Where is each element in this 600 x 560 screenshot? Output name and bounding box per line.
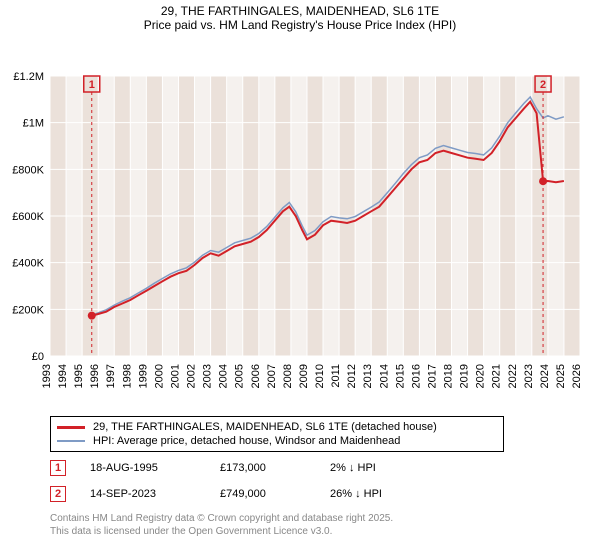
svg-text:1999: 1999: [137, 364, 149, 388]
event-marker-1: 1: [50, 460, 66, 476]
footer-line2: This data is licensed under the Open Gov…: [50, 525, 600, 538]
svg-text:£800K: £800K: [12, 164, 44, 176]
svg-text:2014: 2014: [378, 364, 390, 388]
legend: 29, THE FARTHINGALES, MAIDENHEAD, SL6 1T…: [50, 416, 504, 452]
svg-text:1998: 1998: [121, 364, 133, 388]
svg-text:2008: 2008: [282, 364, 294, 388]
footer-line1: Contains HM Land Registry data © Crown c…: [50, 512, 600, 525]
title-line1: 29, THE FARTHINGALES, MAIDENHEAD, SL6 1T…: [0, 4, 600, 18]
events-table: 1 18-AUG-1995 £173,000 2% ↓ HPI 2 14-SEP…: [50, 460, 600, 502]
event-diff: 26% ↓ HPI: [330, 488, 430, 500]
svg-text:£600K: £600K: [12, 211, 44, 223]
event-price: £749,000: [220, 488, 330, 500]
svg-text:1994: 1994: [57, 364, 69, 388]
svg-text:£1M: £1M: [23, 118, 44, 130]
svg-text:2016: 2016: [410, 364, 422, 388]
svg-text:2009: 2009: [298, 364, 310, 388]
svg-text:1: 1: [89, 79, 95, 91]
legend-item: HPI: Average price, detached house, Wind…: [57, 434, 497, 448]
svg-text:2012: 2012: [346, 364, 358, 388]
event-row: 1 18-AUG-1995 £173,000 2% ↓ HPI: [50, 460, 600, 476]
svg-text:2020: 2020: [475, 364, 487, 388]
svg-text:1995: 1995: [73, 364, 85, 388]
svg-text:£0: £0: [32, 351, 44, 363]
svg-text:2005: 2005: [234, 364, 246, 388]
legend-swatch-1: [57, 426, 85, 429]
svg-text:1997: 1997: [105, 364, 117, 388]
svg-text:1993: 1993: [41, 364, 53, 388]
legend-label-1: 29, THE FARTHINGALES, MAIDENHEAD, SL6 1T…: [93, 421, 437, 433]
svg-text:2026: 2026: [571, 364, 583, 388]
svg-text:2021: 2021: [491, 364, 503, 388]
title-line2: Price paid vs. HM Land Registry's House …: [0, 18, 600, 32]
svg-text:2011: 2011: [330, 364, 342, 388]
svg-text:2023: 2023: [523, 364, 535, 388]
footer: Contains HM Land Registry data © Crown c…: [50, 512, 600, 538]
event-row: 2 14-SEP-2023 £749,000 26% ↓ HPI: [50, 486, 600, 502]
legend-item: 29, THE FARTHINGALES, MAIDENHEAD, SL6 1T…: [57, 420, 497, 434]
svg-text:2003: 2003: [202, 364, 214, 388]
svg-text:2001: 2001: [169, 364, 181, 388]
svg-text:2000: 2000: [153, 364, 165, 388]
svg-text:£400K: £400K: [12, 258, 44, 270]
svg-text:2013: 2013: [362, 364, 374, 388]
event-date: 18-AUG-1995: [90, 462, 220, 474]
svg-text:2002: 2002: [186, 364, 198, 388]
svg-text:2004: 2004: [218, 364, 230, 388]
event-diff: 2% ↓ HPI: [330, 462, 430, 474]
event-marker-2: 2: [50, 486, 66, 502]
svg-text:2: 2: [540, 79, 546, 91]
svg-text:2024: 2024: [539, 364, 551, 388]
svg-text:2017: 2017: [426, 364, 438, 388]
svg-text:2007: 2007: [266, 364, 278, 388]
chart-title: 29, THE FARTHINGALES, MAIDENHEAD, SL6 1T…: [0, 0, 600, 34]
svg-text:2010: 2010: [314, 364, 326, 388]
svg-text:2018: 2018: [443, 364, 455, 388]
svg-text:1996: 1996: [89, 364, 101, 388]
svg-text:£200K: £200K: [12, 304, 44, 316]
chart-svg: £0 £200K £400K £600K £800K £1M £1.2M 1993 1994 19…: [0, 34, 600, 414]
event-date: 14-SEP-2023: [90, 488, 220, 500]
legend-swatch-2: [57, 440, 85, 442]
svg-text:2006: 2006: [250, 364, 262, 388]
event-price: £173,000: [220, 462, 330, 474]
svg-text:2025: 2025: [555, 364, 567, 388]
svg-text:2015: 2015: [394, 364, 406, 388]
chart-area: £0 £200K £400K £600K £800K £1M £1.2M 1993 1994 19…: [0, 34, 600, 414]
svg-text:2019: 2019: [459, 364, 471, 388]
svg-text:£1.2M: £1.2M: [13, 71, 44, 83]
svg-text:2022: 2022: [507, 364, 519, 388]
legend-label-2: HPI: Average price, detached house, Wind…: [93, 435, 400, 447]
